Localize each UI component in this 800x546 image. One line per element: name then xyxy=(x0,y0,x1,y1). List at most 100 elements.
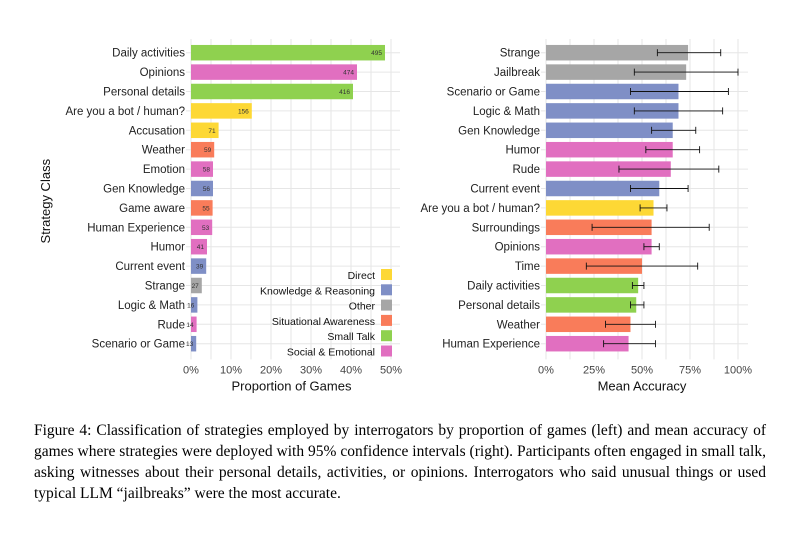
right-category-label-surroundings: Surroundings xyxy=(472,222,541,234)
right-bar-jailbreak xyxy=(546,64,687,80)
right-error-bar-current-event xyxy=(630,185,689,192)
right-error-bar-scenario-or-game xyxy=(630,88,729,95)
legend-swatch-direct xyxy=(381,269,392,280)
left-x-tick-label: 0% xyxy=(183,364,199,376)
figure-caption: Figure 4: Classification of strategies e… xyxy=(34,422,766,502)
right-error-bar-time xyxy=(585,262,699,270)
right-x-tick-label: 0% xyxy=(538,364,554,376)
right-error-bar-human-experience xyxy=(603,340,656,348)
left-category-label-scenario-or-game: Scenario or Game xyxy=(92,339,185,351)
left-category-label-daily-activities: Daily activities xyxy=(112,48,185,60)
legend-swatch-other xyxy=(381,299,392,311)
left-bar-are-you-a-bot-human xyxy=(191,103,252,119)
right-category-label-strange: Strange xyxy=(500,48,540,60)
left-bar-human-experience xyxy=(191,219,213,236)
left-category-label-gen-knowledge: Gen Knowledge xyxy=(103,184,185,196)
left-category-label-opinions: Opinions xyxy=(140,67,186,79)
right-x-tick-label: 100% xyxy=(724,364,752,376)
left-category-label-accusation: Accusation xyxy=(129,125,185,137)
left-bar-count-strange: 27 xyxy=(192,283,200,290)
legend-label-other: Other xyxy=(349,301,376,313)
right-error-bar-opinions xyxy=(643,243,660,251)
left-bar-count-humor: 41 xyxy=(197,244,205,251)
right-x-tick-label: 75% xyxy=(679,364,701,376)
right-category-label-gen-knowledge: Gen Knowledge xyxy=(458,125,540,137)
left-bar-count-scenario-or-game: 13 xyxy=(186,341,194,348)
left-bar-strange xyxy=(191,277,202,294)
left-bar-rude xyxy=(191,316,197,333)
figure: Daily activities 495 Opinions 474 Personal d… xyxy=(38,39,752,393)
right-error-bar-personal-details xyxy=(630,301,645,309)
legend-label-situational-awareness: Situational Awareness xyxy=(272,316,375,328)
legend-swatch-small-talk xyxy=(381,330,392,342)
right-error-bar-daily-activities xyxy=(631,282,645,289)
legend-swatch-situational-awareness xyxy=(381,314,392,326)
right-bar-daily-activities xyxy=(546,277,639,294)
left-bar-opinions xyxy=(191,64,357,80)
left-bar-count-emotion: 58 xyxy=(203,167,211,174)
left-bar-weather xyxy=(191,141,215,158)
left-category-label-current-event: Current event xyxy=(115,261,185,273)
left-bar-count-human-experience: 53 xyxy=(202,225,210,232)
right-bar-scenario-or-game xyxy=(546,83,679,100)
right-error-bar-are-you-a-bot-human xyxy=(639,204,668,212)
right-chart-accuracy: Strange Jailbreak Scenario or Game Logic & … xyxy=(420,39,752,393)
left-bar-count-weather: 59 xyxy=(204,147,212,154)
left-category-label-logic-math: Logic & Math xyxy=(118,300,185,312)
left-bar-count-accusation: 71 xyxy=(208,128,216,135)
left-bar-count-opinions: 474 xyxy=(343,70,354,77)
right-category-label-logic-math: Logic & Math xyxy=(473,106,540,118)
left-category-label-are-you-a-bot-human: Are you a bot / human? xyxy=(65,106,185,118)
left-bar-count-gen-knowledge: 56 xyxy=(203,186,211,193)
left-y-axis-title: Strategy Class xyxy=(38,158,53,243)
right-error-bar-jailbreak xyxy=(633,68,739,76)
left-bar-logic-math xyxy=(191,297,198,313)
right-category-label-time: Time xyxy=(515,261,540,273)
right-bar-strange xyxy=(546,44,689,61)
left-category-label-weather: Weather xyxy=(142,145,185,157)
right-bar-weather xyxy=(546,316,631,333)
right-error-bar-gen-knowledge xyxy=(651,126,697,134)
right-error-bar-humor xyxy=(645,146,701,154)
left-bar-daily-activities xyxy=(191,44,385,61)
right-error-bar-rude xyxy=(618,165,720,173)
right-category-label-human-experience: Human Experience xyxy=(442,339,540,351)
left-category-label-game-aware: Game aware xyxy=(119,203,185,215)
legend-label-social-emotional: Social & Emotional xyxy=(287,347,375,359)
left-category-label-human-experience: Human Experience xyxy=(87,222,185,234)
left-category-label-strange: Strange xyxy=(145,281,185,293)
right-category-label-rude: Rude xyxy=(513,164,541,176)
left-bar-count-rude: 14 xyxy=(186,322,194,329)
left-bar-emotion xyxy=(191,161,213,177)
right-bar-are-you-a-bot-human xyxy=(546,200,654,216)
left-bar-count-daily-activities: 495 xyxy=(371,50,382,57)
left-x-tick-label: 40% xyxy=(340,364,362,376)
left-chart-proportion: Daily activities 495 Opinions 474 Personal d… xyxy=(38,39,402,393)
left-x-tick-label: 30% xyxy=(300,364,322,376)
left-category-label-emotion: Emotion xyxy=(143,164,185,176)
right-category-label-are-you-a-bot-human: Are you a bot / human? xyxy=(420,203,540,215)
left-bar-gen-knowledge xyxy=(191,180,213,197)
right-category-label-jailbreak: Jailbreak xyxy=(494,67,540,79)
right-bar-human-experience xyxy=(546,335,629,352)
right-bar-humor xyxy=(546,141,673,158)
right-category-label-daily-activities: Daily activities xyxy=(467,281,540,293)
left-x-tick-label: 20% xyxy=(260,364,282,376)
left-bar-count-game-aware: 55 xyxy=(202,205,210,212)
right-bar-gen-knowledge xyxy=(546,122,673,139)
left-category-label-humor: Humor xyxy=(150,242,185,254)
legend-label-small-talk: Small Talk xyxy=(327,331,375,343)
left-bar-game-aware xyxy=(191,200,213,216)
left-bar-count-are-you-a-bot-human: 156 xyxy=(238,108,249,115)
legend-swatch-knowledge-reasoning xyxy=(381,284,392,296)
right-category-label-opinions: Opinions xyxy=(495,242,541,254)
right-x-tick-label: 50% xyxy=(631,364,653,376)
left-bar-count-personal-details: 416 xyxy=(339,89,350,96)
left-bar-personal-details xyxy=(191,83,353,100)
right-bar-opinions xyxy=(546,238,652,255)
legend-label-direct: Direct xyxy=(348,270,376,282)
right-category-label-weather: Weather xyxy=(497,319,540,331)
right-x-tick-label: 25% xyxy=(583,364,605,376)
left-bar-humor xyxy=(191,238,207,255)
left-bar-current-event xyxy=(191,258,207,274)
